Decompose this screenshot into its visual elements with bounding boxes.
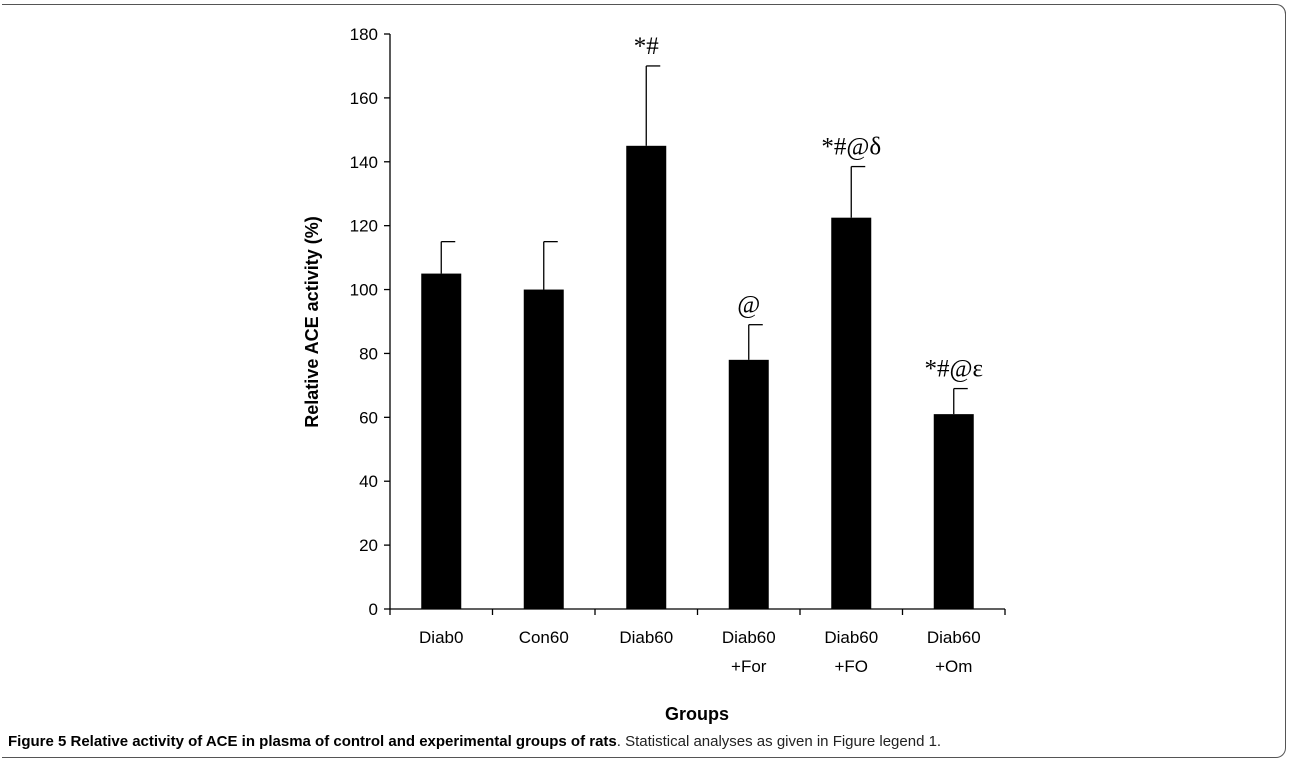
figure-frame <box>2 4 1286 758</box>
y-tick-label: 140 <box>350 153 378 172</box>
y-tick-label: 0 <box>369 600 378 619</box>
y-tick-label: 120 <box>350 217 378 236</box>
x-tick-label: +Om <box>935 657 972 676</box>
y-tick-label: 80 <box>359 344 378 363</box>
x-tick-label: Diab60 <box>619 628 673 647</box>
y-axis-title: Relative ACE activity (%) <box>302 216 322 427</box>
bar <box>421 273 462 609</box>
y-tick-label: 180 <box>350 25 378 44</box>
y-tick-label: 160 <box>350 89 378 108</box>
y-tick-label: 100 <box>350 281 378 300</box>
significance-label: *# <box>634 33 660 60</box>
y-axis: 0 20 40 60 80 100 120 140 160 180 <box>350 25 391 619</box>
x-tick-label: +FO <box>834 657 868 676</box>
y-tick-label: 60 <box>359 408 378 427</box>
x-tick-label: Con60 <box>519 628 569 647</box>
x-tick-label: Diab60 <box>722 628 776 647</box>
bar <box>523 289 564 609</box>
y-tick-label: 20 <box>359 536 378 555</box>
x-tick-label: Diab0 <box>419 628 463 647</box>
bar <box>626 145 667 610</box>
x-axis-title: Groups <box>665 704 729 724</box>
x-tick-label: +For <box>731 657 767 676</box>
caption-title: Figure 5 Relative activity of ACE in pla… <box>8 733 617 750</box>
figure-caption: Figure 5 Relative activity of ACE in pla… <box>8 733 1283 750</box>
x-axis: Diab0 Con60 Diab60 Diab60 +For Diab60 +FO Diab6… <box>389 608 1006 676</box>
bar-chart: 0 20 40 60 80 100 120 140 160 180 Diab0 Con60 Diab6… <box>302 25 1006 724</box>
x-tick-label: Diab60 <box>927 628 981 647</box>
y-tick-label: 40 <box>359 472 378 491</box>
bar <box>933 414 974 609</box>
significance-label: @ <box>737 292 760 319</box>
bar <box>728 359 769 609</box>
significance-label: *#@δ <box>821 134 881 161</box>
x-tick-label: Diab60 <box>824 628 878 647</box>
bars: *# @ *#@δ *#@ε <box>421 33 983 610</box>
significance-label: *#@ε <box>924 356 983 383</box>
bar <box>831 217 872 610</box>
caption-text: . Statistical analyses as given in Figur… <box>616 733 942 750</box>
